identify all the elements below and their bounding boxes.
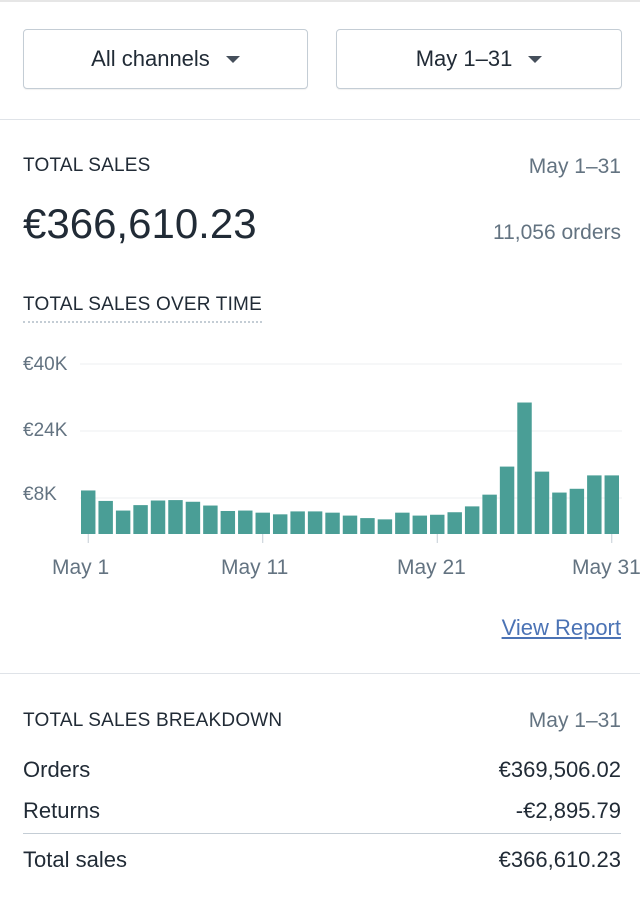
- sales-bar[interactable]: [98, 500, 113, 534]
- x-tick-label: May 11: [221, 556, 289, 579]
- x-tick-label: May 31: [572, 556, 640, 579]
- sales-bar[interactable]: [238, 510, 253, 534]
- caret-down-icon: [528, 55, 543, 63]
- sales-bar[interactable]: [168, 500, 183, 534]
- sales-bar[interactable]: [604, 475, 619, 534]
- sales-bar[interactable]: [534, 471, 550, 534]
- sales-bar[interactable]: [220, 510, 236, 534]
- date-range-dropdown-label: May 1–31: [415, 46, 513, 71]
- x-tick-label: May 1: [52, 556, 110, 579]
- date-range-dropdown[interactable]: May 1–31: [336, 29, 622, 89]
- orders-count: 11,056 orders: [492, 221, 621, 244]
- y-tick-label: €24K: [23, 420, 68, 441]
- sales-bar[interactable]: [150, 500, 166, 534]
- sales-bar[interactable]: [447, 512, 462, 534]
- breakdown-total-label: Total sales: [23, 847, 127, 872]
- total-sales-amount: €366,610.23: [23, 200, 257, 247]
- sales-bar[interactable]: [203, 505, 218, 534]
- sales-bar[interactable]: [395, 512, 410, 534]
- filter-bar: All channels May 1–31: [0, 0, 640, 120]
- sales-bar[interactable]: [569, 488, 585, 534]
- sales-bar[interactable]: [342, 515, 358, 534]
- breakdown-range: May 1–31: [528, 709, 621, 732]
- y-tick-label: €40K: [23, 354, 68, 375]
- breakdown-row-value: €369,506.02: [498, 757, 621, 782]
- total-sales-range: May 1–31: [528, 155, 621, 178]
- breakdown-row-label: Returns: [23, 798, 101, 823]
- sales-bar[interactable]: [290, 511, 305, 534]
- breakdown-row-value: -€2,895.79: [515, 798, 621, 823]
- sales-bar[interactable]: [377, 519, 393, 534]
- sales-bar[interactable]: [360, 518, 375, 534]
- sales-bar[interactable]: [81, 490, 96, 534]
- breakdown-title: TOTAL SALES BREAKDOWN: [23, 710, 283, 731]
- divider: [23, 833, 621, 834]
- total-sales-title: TOTAL SALES: [23, 155, 151, 176]
- caret-down-icon: [225, 55, 240, 63]
- sales-bar[interactable]: [115, 510, 131, 534]
- sales-bar[interactable]: [430, 514, 445, 534]
- top-border: [0, 0, 640, 2]
- chart-title[interactable]: TOTAL SALES OVER TIME: [23, 294, 262, 323]
- sales-bar[interactable]: [412, 515, 428, 534]
- sales-bar[interactable]: [499, 466, 515, 534]
- x-tick-label: May 21: [397, 556, 466, 579]
- channel-dropdown[interactable]: All channels: [23, 29, 308, 89]
- sales-bar[interactable]: [307, 511, 323, 534]
- sales-bar[interactable]: [185, 501, 201, 534]
- sales-bar[interactable]: [272, 514, 288, 534]
- sales-bar[interactable]: [587, 475, 602, 534]
- sales-bar[interactable]: [133, 505, 148, 534]
- breakdown-total-value: €366,610.23: [498, 847, 621, 872]
- divider: [0, 119, 640, 120]
- sales-bar[interactable]: [464, 506, 480, 535]
- y-tick-label: €8K: [23, 484, 57, 505]
- breakdown-row-label: Orders: [23, 757, 91, 782]
- sales-bar[interactable]: [552, 492, 567, 534]
- view-report-link[interactable]: View Report: [501, 615, 621, 640]
- sales-bar[interactable]: [325, 512, 340, 534]
- sales-bar[interactable]: [517, 402, 532, 534]
- channel-dropdown-label: All channels: [91, 46, 210, 71]
- divider: [0, 673, 640, 674]
- sales-bar[interactable]: [482, 494, 497, 534]
- sales-bar[interactable]: [255, 512, 270, 534]
